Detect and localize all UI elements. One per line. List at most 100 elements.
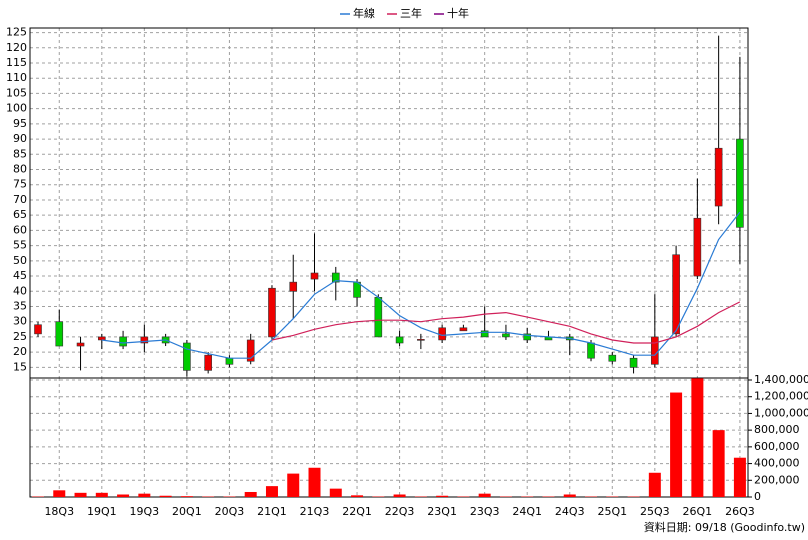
x-tick-label: 21Q3: [300, 505, 330, 518]
candle-body: [672, 254, 680, 335]
y-tick-label: 25: [13, 330, 27, 343]
x-tick-label: 20Q1: [172, 505, 202, 518]
y-tick-label: 50: [13, 254, 27, 267]
x-tick-label: 24Q3: [555, 505, 585, 518]
volume-bar: [308, 467, 321, 497]
x-tick-label: 19Q1: [87, 505, 117, 518]
x-tick-label: 19Q3: [130, 505, 160, 518]
y-tick-label: 35: [13, 299, 27, 312]
candle-body: [395, 336, 404, 344]
volume-bar: [563, 494, 576, 497]
candle-body: [629, 357, 638, 368]
y-tick-label: 15: [13, 360, 27, 373]
volume-tick-label: 600,000: [754, 440, 800, 453]
x-tick-label: 25Q3: [640, 505, 670, 518]
y-tick-label: 90: [13, 132, 27, 145]
y-tick-label: 125: [6, 26, 27, 39]
y-tick-label: 40: [13, 284, 27, 297]
candle-body: [417, 339, 425, 341]
y-tick-label: 115: [6, 56, 27, 69]
x-tick-label: 24Q1: [512, 505, 542, 518]
candle-body: [55, 321, 64, 347]
volume-bar: [351, 495, 364, 497]
y-tick-label: 20: [13, 345, 27, 358]
volume-tick-label: 1,000,000: [754, 406, 808, 419]
candle-body: [76, 342, 85, 347]
candle-body: [310, 272, 319, 280]
candle-body: [480, 330, 489, 338]
y-tick-label: 45: [13, 269, 27, 282]
x-tick-label: 20Q3: [215, 505, 245, 518]
x-tick-label: 23Q1: [427, 505, 457, 518]
y-tick-label: 60: [13, 223, 27, 236]
volume-bar: [265, 486, 278, 497]
candle-body: [246, 339, 255, 362]
y-tick-label: 55: [13, 239, 27, 252]
candle-body: [140, 336, 149, 344]
volume-tick-label: 800,000: [754, 423, 800, 436]
y-tick-label: 95: [13, 117, 27, 130]
candle-body: [331, 272, 340, 283]
volume-bar: [53, 490, 66, 497]
x-tick-label: 26Q1: [683, 505, 713, 518]
volume-bar: [287, 473, 300, 497]
volume-bar: [691, 378, 704, 497]
candle-body: [204, 354, 212, 371]
y-tick-label: 70: [13, 193, 27, 206]
y-tick-label: 110: [6, 71, 27, 84]
candle-body: [119, 336, 127, 347]
candle-body: [183, 342, 191, 371]
candle-body: [714, 147, 723, 207]
volume-tick-label: 1,400,000: [754, 373, 808, 386]
candle-body: [438, 327, 446, 341]
volume-bar: [117, 494, 130, 497]
y-tick-label: 65: [13, 208, 27, 221]
candle-body: [693, 217, 702, 277]
volume-bar: [670, 392, 683, 497]
y-tick-label: 75: [13, 178, 27, 191]
volume-bar: [393, 494, 406, 497]
volume-tick-label: 1,200,000: [754, 390, 808, 403]
footnote: 資料日期: 09/18 (Goodinfo.tw): [644, 520, 805, 534]
candle-body: [225, 357, 234, 365]
x-tick-label: 23Q3: [470, 505, 500, 518]
y-tick-label: 120: [6, 41, 27, 54]
y-tick-label: 105: [6, 86, 27, 99]
y-tick-label: 100: [6, 102, 27, 115]
volume-bar: [712, 430, 725, 497]
candle-body: [374, 297, 383, 338]
x-tick-label: 22Q1: [342, 505, 372, 518]
volume-bar: [95, 492, 108, 497]
x-tick-label: 22Q3: [385, 505, 415, 518]
volume-bar: [436, 495, 449, 497]
candle-body: [651, 336, 659, 365]
y-tick-label: 85: [13, 147, 27, 160]
x-tick-label: 21Q1: [257, 505, 287, 518]
ma-line: [271, 301, 741, 344]
candle-body: [34, 324, 42, 335]
x-tick-label: 26Q3: [725, 505, 755, 518]
legend-label: 三年: [400, 6, 422, 20]
legend-label: 年線: [353, 6, 375, 20]
volume-bar: [648, 472, 661, 497]
volume-bar: [733, 457, 746, 497]
candle-body: [459, 327, 468, 332]
candle-body: [587, 342, 595, 359]
y-tick-label: 30: [13, 315, 27, 328]
volume-bar: [138, 493, 151, 497]
volume-bar: [74, 492, 87, 497]
ma-line: [101, 211, 741, 359]
candle-body: [736, 138, 744, 228]
y-tick-label: 80: [13, 163, 27, 176]
volume-bar: [478, 493, 491, 497]
volume-bar: [159, 495, 172, 497]
legend-label: 十年: [447, 6, 469, 20]
volume-bar: [244, 491, 257, 497]
candle-body: [98, 336, 106, 341]
volume-tick-label: 400,000: [754, 457, 800, 470]
candle-body: [502, 333, 510, 338]
volume-frame: [29, 377, 749, 498]
candle-body: [289, 281, 298, 292]
